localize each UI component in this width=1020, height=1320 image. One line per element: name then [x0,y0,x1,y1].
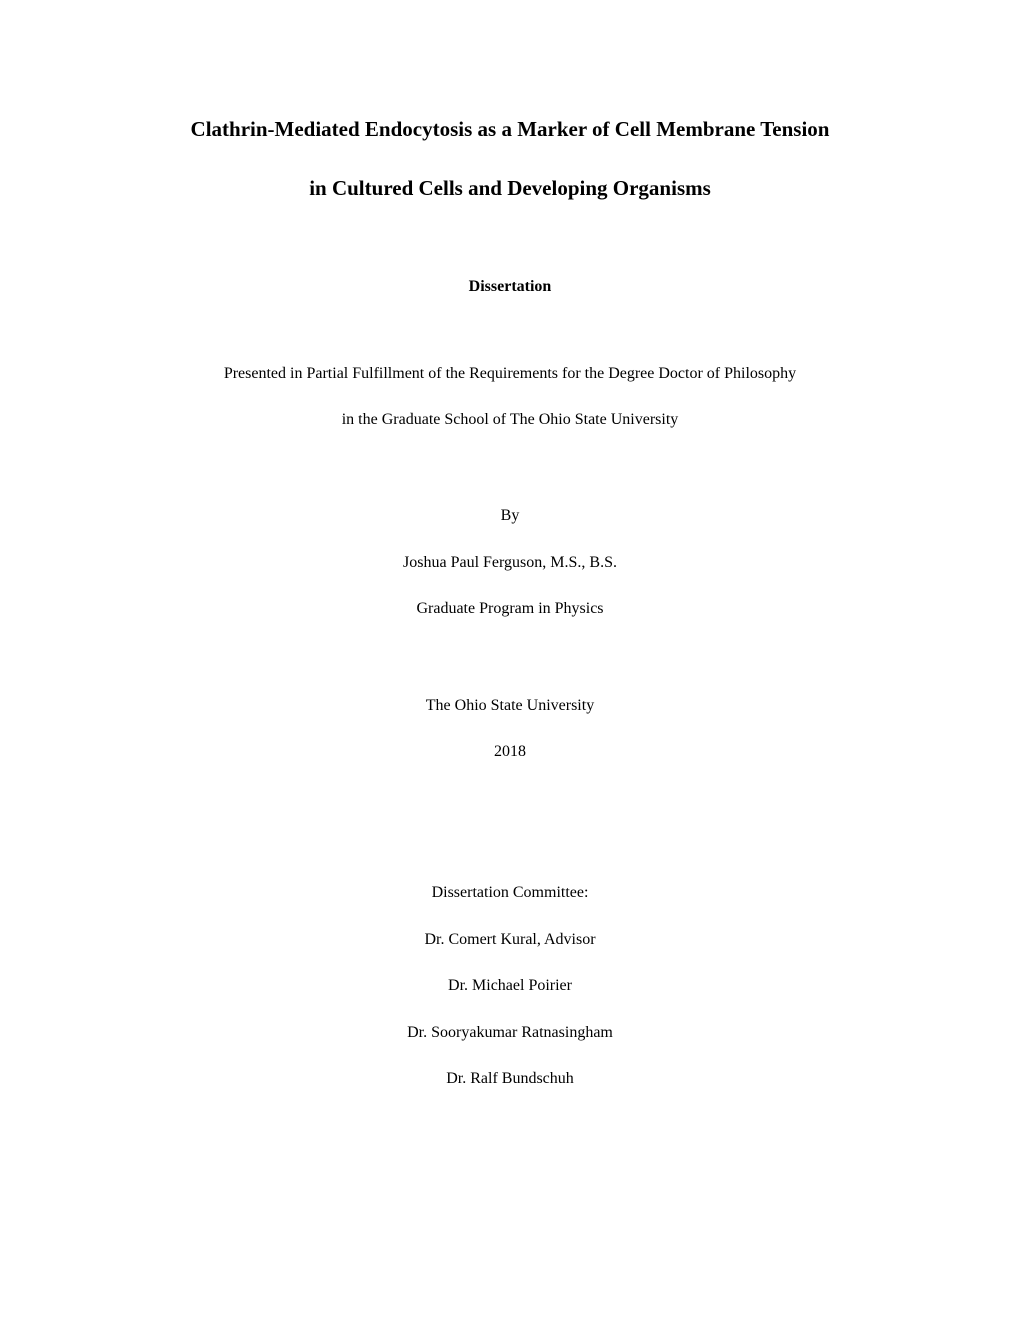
fulfillment-statement: Presented in Partial Fulfillment of the … [130,351,890,444]
fulfillment-line-2: in the Graduate School of The Ohio State… [130,397,890,443]
author-block: By Joshua Paul Ferguson, M.S., B.S. Grad… [130,493,890,632]
committee-member: Dr. Sooryakumar Ratnasingham [130,1010,890,1056]
institution-year: 2018 [130,729,890,775]
institution-name: The Ohio State University [130,683,890,729]
committee-block: Dissertation Committee: Dr. Comert Kural… [130,870,890,1102]
section-label: Dissertation [130,278,890,296]
by-label: By [130,493,890,539]
dissertation-title: Clathrin-Mediated Endocytosis as a Marke… [130,100,890,218]
title-line-1: Clathrin-Mediated Endocytosis as a Marke… [130,100,890,159]
title-line-2: in Cultured Cells and Developing Organis… [130,159,890,218]
committee-member: Dr. Comert Kural, Advisor [130,917,890,963]
author-program: Graduate Program in Physics [130,586,890,632]
institution-block: The Ohio State University 2018 [130,683,890,776]
committee-member: Dr. Michael Poirier [130,963,890,1009]
fulfillment-line-1: Presented in Partial Fulfillment of the … [130,351,890,397]
committee-member: Dr. Ralf Bundschuh [130,1056,890,1102]
committee-heading: Dissertation Committee: [130,870,890,916]
author-name: Joshua Paul Ferguson, M.S., B.S. [130,540,890,586]
